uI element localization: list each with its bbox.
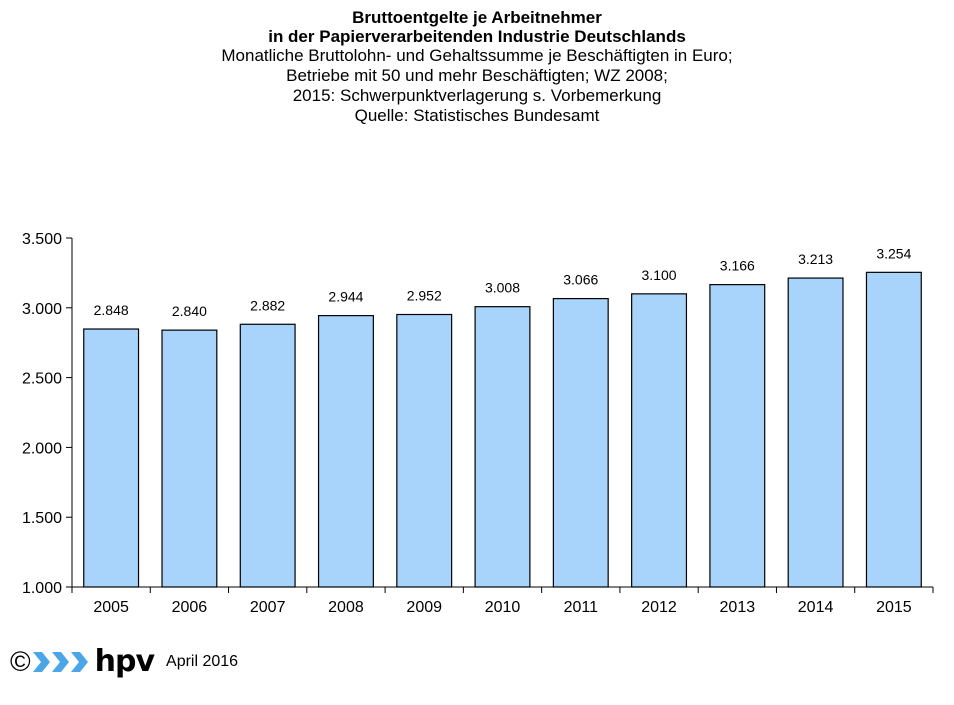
y-axis-tick-label: 1.000 (22, 580, 62, 597)
bar-value-label: 2.944 (328, 289, 363, 305)
y-axis-tick-label: 3.500 (22, 231, 62, 248)
bar-value-label: 2.882 (250, 297, 285, 313)
chart-title-block: Bruttoentgelte je Arbeitnehmer in der Pa… (0, 8, 954, 126)
chart-title-line2: in der Papierverarbeitenden Industrie De… (268, 27, 686, 46)
chart-subtitle-2: Betriebe mit 50 und mehr Beschäftigten; … (286, 66, 668, 85)
chart-subtitle-3: 2015: Schwerpunktverlagerung s. Vorbemer… (292, 86, 662, 105)
footer: © hpv April 2016 (10, 645, 238, 679)
hpv-logo-text: hpv (94, 644, 155, 679)
bar (239, 323, 296, 588)
x-axis-tick-label: 2012 (641, 599, 677, 616)
bar-value-label: 2.848 (94, 302, 129, 318)
x-axis-tick-label: 2010 (485, 599, 521, 616)
x-axis-tick-label: 2013 (720, 599, 756, 616)
bar (474, 306, 531, 588)
bar (317, 315, 374, 588)
bar (552, 297, 609, 588)
bar (161, 329, 218, 588)
bar (396, 313, 453, 588)
bar (709, 284, 766, 588)
bar-value-label: 3.066 (563, 272, 598, 288)
x-axis-tick-label: 2011 (564, 599, 599, 616)
bar-chart: 1.000 1.500 2.000 2.500 3.000 3.500 2.848 2005 2… (22, 231, 934, 616)
bar-value-label: 3.213 (798, 251, 833, 267)
footer-date: April 2016 (166, 653, 239, 670)
x-axis-tick-label: 2007 (250, 599, 286, 616)
bar (865, 271, 922, 588)
x-axis-tick-label: 2009 (406, 599, 442, 616)
bar-value-label: 3.254 (876, 245, 911, 261)
bar-value-label: 3.166 (720, 258, 755, 274)
x-axis-tick-label: 2008 (328, 599, 364, 616)
y-axis-tick-label: 2.500 (22, 371, 62, 388)
x-axis-tick-label: 2006 (172, 599, 208, 616)
bar-value-label: 2.952 (407, 288, 442, 304)
bar-value-label: 2.840 (172, 303, 207, 319)
y-axis-tick-label: 1.500 (22, 510, 62, 527)
chart-subtitle-1: Monatliche Bruttolohn- und Gehaltssumme … (221, 46, 733, 65)
bar-value-label: 3.100 (642, 267, 677, 283)
bar (631, 293, 688, 588)
x-axis-tick-label: 2014 (798, 599, 834, 616)
hpv-logo-arrows-icon (32, 652, 88, 672)
chart-title: Bruttoentgelte je Arbeitnehmer (352, 8, 602, 27)
copyright-symbol: © (10, 646, 31, 677)
bar-value-label: 3.008 (485, 280, 520, 296)
y-axis-tick-label: 3.000 (22, 301, 62, 318)
x-axis-tick-label: 2015 (876, 599, 912, 616)
bar (83, 328, 140, 588)
chart-subtitle-4: Quelle: Statistisches Bundesamt (354, 106, 600, 125)
bar (787, 277, 844, 588)
y-axis-tick-label: 2.000 (22, 440, 62, 457)
x-axis-tick-label: 2005 (93, 599, 129, 616)
